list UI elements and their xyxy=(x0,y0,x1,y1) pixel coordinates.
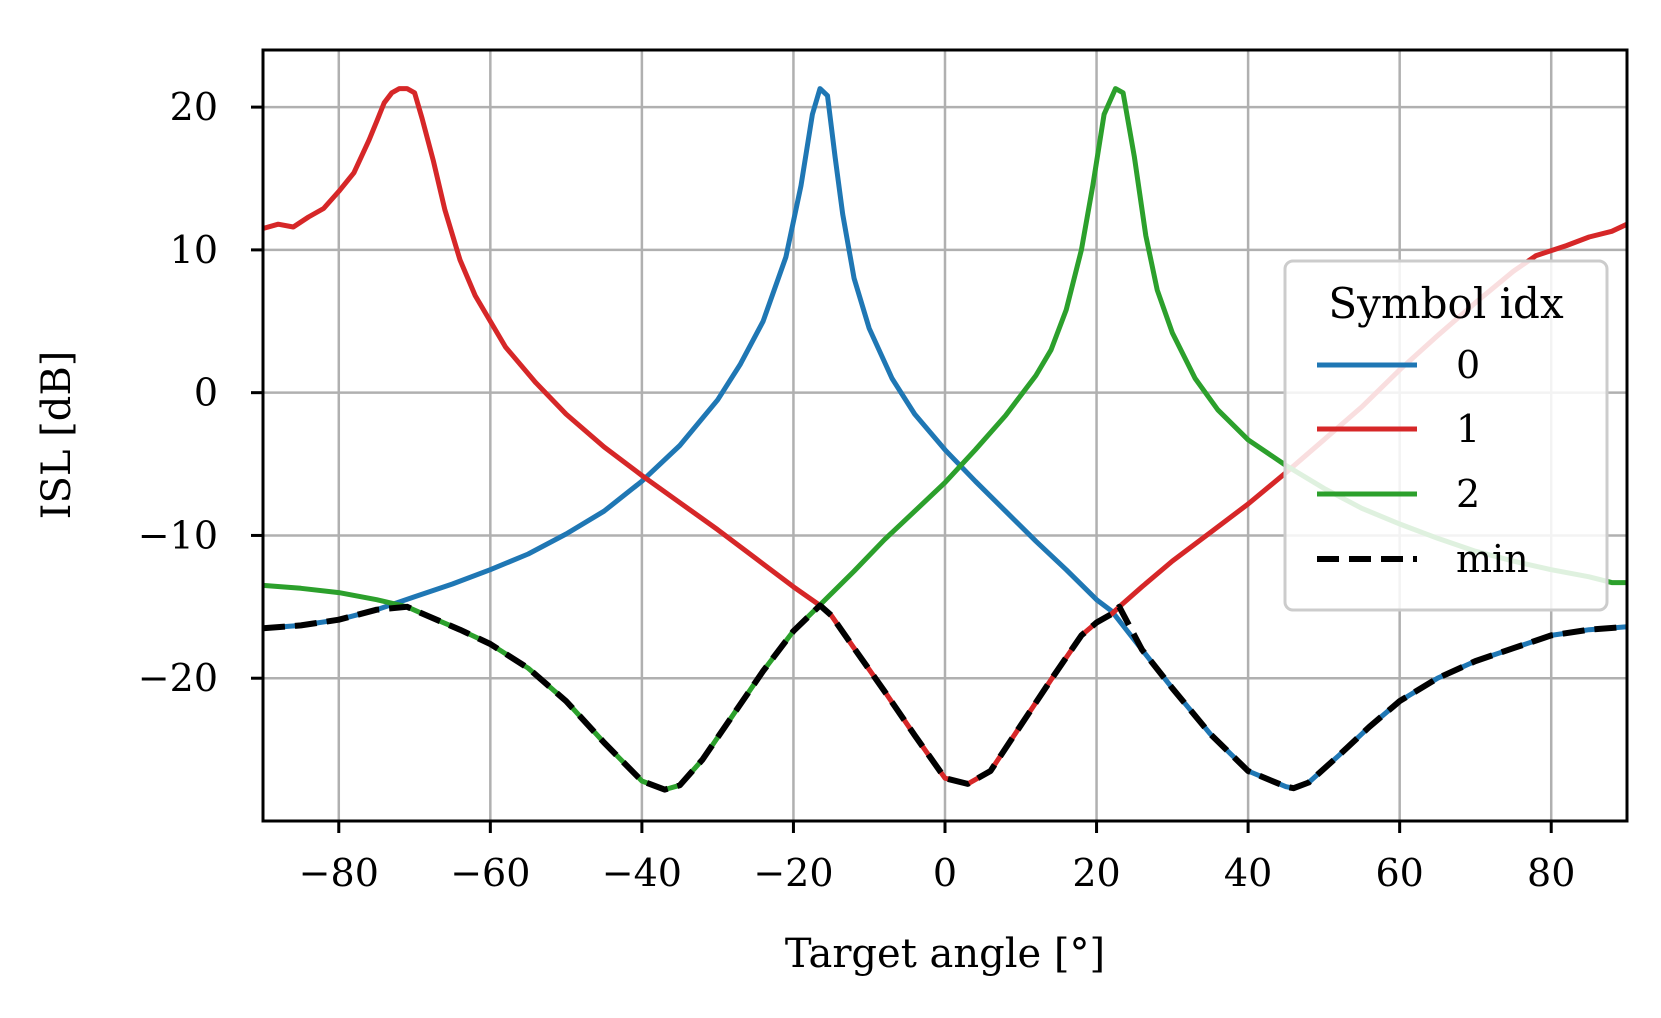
grid-lines xyxy=(263,50,1627,821)
x-tick-label: −80 xyxy=(299,851,379,895)
y-tick-label: −20 xyxy=(138,656,218,700)
y-tick-label: 10 xyxy=(170,228,218,272)
series-line-min xyxy=(262,602,1628,793)
legend-label-1: 1 xyxy=(1456,407,1480,451)
y-axis-title: ISL [dB] xyxy=(34,351,80,520)
legend-label-min: min xyxy=(1456,537,1529,581)
series-line-0 xyxy=(262,86,1628,791)
x-tick-label: 40 xyxy=(1224,851,1272,895)
legend-label-2: 2 xyxy=(1456,472,1480,516)
x-tick-label: 60 xyxy=(1375,851,1423,895)
y-tick-label: −10 xyxy=(138,513,218,557)
legend-box xyxy=(1283,259,1609,612)
y-tick-label: 0 xyxy=(194,371,218,415)
legend: Symbol idx 0 1 2 min xyxy=(1283,259,1609,612)
x-tick-label: −40 xyxy=(602,851,682,895)
x-tick-label: 20 xyxy=(1072,851,1120,895)
legend-title: Symbol idx xyxy=(1328,279,1564,328)
x-axis-title: Target angle [°] xyxy=(785,931,1105,977)
x-axis: −80 −60 −40 −20 0 20 40 60 80 xyxy=(299,821,1575,895)
x-tick-label: −20 xyxy=(753,851,833,895)
y-axis: −20 −10 0 10 20 xyxy=(138,85,263,700)
x-tick-label: 80 xyxy=(1527,851,1575,895)
legend-label-0: 0 xyxy=(1456,343,1480,387)
y-tick-label: 20 xyxy=(170,85,218,129)
x-tick-label: 0 xyxy=(933,851,957,895)
x-tick-label: −60 xyxy=(450,851,530,895)
